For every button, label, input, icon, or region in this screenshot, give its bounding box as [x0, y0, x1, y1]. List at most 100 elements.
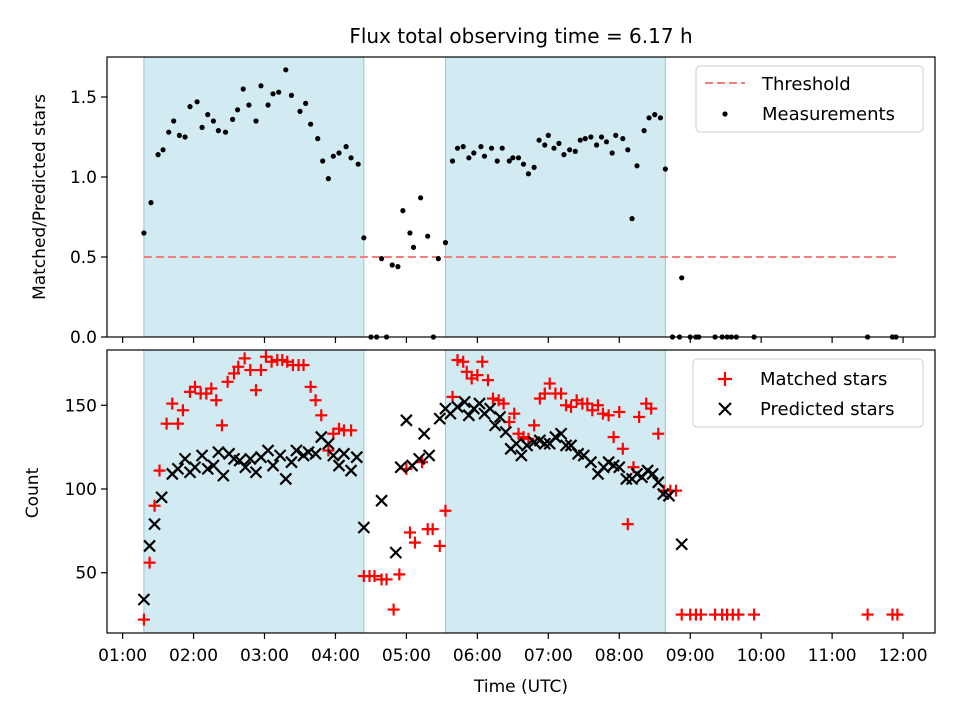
- ratio-y-axis-label: Matched/Predicted stars: [30, 94, 50, 300]
- measurement-point: [542, 142, 548, 148]
- measurement-point: [240, 86, 246, 92]
- measurement-point: [297, 108, 303, 114]
- matched-star-point: [403, 526, 416, 539]
- measurement-point: [288, 92, 295, 98]
- measurement-point: [395, 264, 401, 270]
- predicted-star-point: [493, 410, 507, 424]
- measurement-point: [531, 164, 537, 170]
- predicted-star-point: [261, 444, 275, 457]
- measurement-point: [536, 137, 542, 143]
- measurement-point: [609, 150, 615, 156]
- matched-star-point: [446, 390, 459, 403]
- measurement-point: [641, 128, 647, 134]
- predicted-star-point: [488, 419, 502, 432]
- x-tick-label: 10:00: [737, 646, 786, 666]
- measurement-point: [657, 115, 664, 121]
- measurement-point: [634, 163, 640, 169]
- measurement-point: [466, 155, 472, 161]
- predicted-star-point: [143, 539, 156, 553]
- matched-star-point: [137, 613, 150, 626]
- predicted-star-point: [451, 400, 464, 414]
- measurement-point: [194, 99, 200, 105]
- predicted-star-point: [662, 489, 676, 502]
- measurement-point: [229, 116, 236, 122]
- matched-star-point: [393, 568, 406, 581]
- measurement-point: [418, 195, 424, 201]
- measurement-point: [556, 140, 562, 146]
- matched-star-point: [249, 384, 262, 397]
- measurement-point: [348, 155, 354, 161]
- matched-star-point: [297, 359, 310, 372]
- legend-threshold-label: Threshold: [761, 74, 851, 95]
- x-tick-label: 05:00: [382, 646, 431, 666]
- y-tick-label: 100: [65, 480, 97, 500]
- measurement-point: [336, 150, 342, 156]
- measurement-point: [283, 67, 289, 73]
- y-tick-label: 0.0: [70, 328, 97, 348]
- observing-window-2: [444, 56, 666, 338]
- predicted-star-point: [675, 537, 688, 551]
- measurement-point: [561, 152, 567, 158]
- matched-star-point: [153, 464, 166, 477]
- matched-star-point: [426, 523, 439, 536]
- x-tick-label: 09:00: [666, 646, 715, 666]
- measurement-point: [494, 158, 500, 164]
- matched-star-point: [543, 377, 556, 390]
- measurement-point: [488, 145, 495, 151]
- matched-star-point: [621, 518, 634, 531]
- measurement-point: [215, 128, 221, 134]
- measurement-point: [410, 244, 417, 250]
- measurement-point: [588, 134, 594, 140]
- matched-star-point: [171, 417, 184, 430]
- matched-star-point: [188, 380, 201, 393]
- measurement-point: [515, 155, 522, 161]
- matched-star-point: [210, 394, 223, 407]
- ratio-plot-frame: [106, 56, 936, 338]
- legend-measurements-label: Measurements: [762, 104, 895, 125]
- matched-star-point: [309, 394, 322, 407]
- measurement-point: [471, 150, 477, 156]
- measurement-point: [598, 134, 605, 140]
- matched-star-point: [433, 539, 446, 552]
- y-tick-label: 50: [75, 564, 97, 584]
- predicted-star-point: [357, 521, 371, 534]
- x-tick-label: 02:00: [169, 646, 218, 666]
- predicted-star-point: [217, 469, 230, 482]
- measurement-point: [378, 256, 385, 262]
- predicted-star-point: [510, 437, 523, 451]
- measurement-point: [270, 91, 276, 97]
- measurement-point: [567, 147, 573, 153]
- matched-star-point: [460, 365, 473, 378]
- y-tick-label: 1.5: [70, 88, 97, 108]
- measurement-point: [246, 102, 252, 108]
- predicted-star-point: [417, 427, 431, 441]
- predicted-star-point: [584, 455, 598, 469]
- matched-star-point: [221, 375, 234, 388]
- matched-star-point: [652, 427, 665, 440]
- measurement-point: [478, 144, 484, 150]
- predicted-star-point: [612, 460, 626, 474]
- measurement-point: [593, 142, 600, 148]
- predicted-star-point: [249, 465, 263, 479]
- matched-star-point: [228, 367, 241, 380]
- predicted-star-point: [148, 517, 161, 531]
- measurement-point: [355, 161, 361, 167]
- matched-star-point: [482, 374, 495, 387]
- matched-star-point: [166, 397, 179, 410]
- predicted-star-point: [137, 593, 151, 606]
- measurement-point: [276, 89, 282, 95]
- predicted-star-point: [285, 455, 298, 469]
- predicted-star-point: [389, 546, 403, 559]
- matched-star-point: [176, 404, 189, 417]
- predicted-star-point: [620, 472, 633, 486]
- matched-star-point: [451, 354, 464, 367]
- predicted-star-point: [279, 472, 293, 486]
- predicted-star-point: [499, 425, 513, 439]
- x-tick-label: 06:00: [453, 646, 502, 666]
- predicted-star-point: [344, 464, 358, 477]
- matched-star-point: [143, 556, 156, 569]
- matched-star-point: [694, 608, 707, 621]
- measurement-point: [148, 200, 154, 206]
- predicted-star-point: [212, 445, 225, 459]
- measurement-point: [582, 136, 588, 142]
